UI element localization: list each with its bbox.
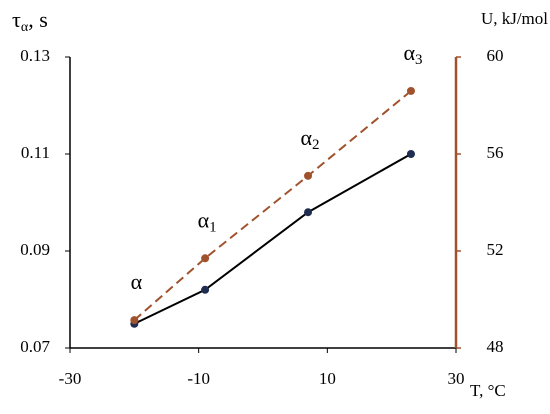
point-label: α2 [301, 125, 320, 153]
y2-tick-label: 52 [487, 240, 504, 259]
x-tick-label: 30 [448, 369, 465, 388]
series-line [133, 90, 412, 321]
y-axis-label: τα, s [12, 7, 48, 35]
marker [406, 86, 415, 95]
point-label: α [131, 269, 143, 294]
point-label-sub: 3 [415, 52, 423, 68]
point-label: α1 [198, 207, 217, 235]
y2-tick-label: 56 [487, 143, 504, 162]
point-label-base: α [131, 269, 143, 294]
y-tick-label: 0.13 [20, 46, 50, 65]
y-tick-label: 0.09 [20, 240, 50, 259]
point-label-sub: 1 [209, 220, 217, 236]
marker [130, 316, 139, 325]
y2-axis-label: U, kJ/mol [481, 9, 548, 28]
y-tick-label: 0.07 [20, 337, 50, 356]
marker [201, 285, 210, 294]
x-tick-label: -10 [187, 369, 210, 388]
point-label-base: α [198, 207, 210, 232]
y2-tick-label: 60 [487, 46, 504, 65]
marker [304, 171, 313, 180]
marker [304, 208, 313, 217]
series-line [133, 153, 412, 325]
y-tick-label: 0.11 [21, 143, 50, 162]
marker [406, 150, 415, 158]
point-label-base: α [403, 40, 415, 65]
marker [201, 254, 210, 263]
y2-tick-label: 48 [487, 337, 504, 356]
x-axis-label: T, °C [470, 381, 506, 400]
point-label-sub: 2 [312, 137, 320, 153]
point-label: α3 [403, 40, 422, 68]
point-label-base: α [301, 125, 313, 150]
x-tick-label: 10 [319, 369, 336, 388]
x-tick-label: -30 [59, 369, 82, 388]
